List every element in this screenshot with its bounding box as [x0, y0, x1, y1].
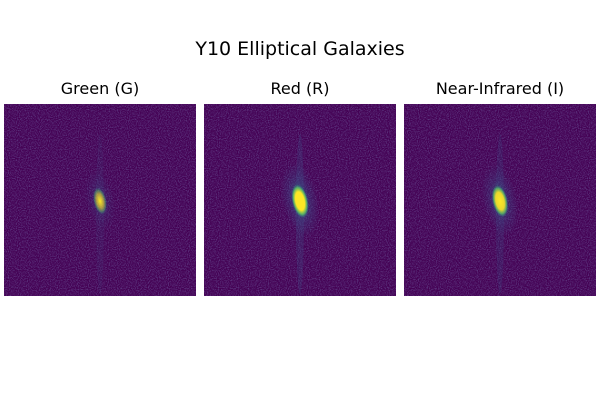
galaxy-svg: [404, 104, 596, 296]
panel-title-green: Green (G): [60, 79, 140, 98]
galaxy-core: [291, 184, 309, 218]
galaxy-svg: [204, 104, 396, 296]
galaxy-core: [93, 187, 107, 215]
galaxy-svg: [4, 104, 196, 296]
panel-title-near-infrared: Near-Infrared (I): [435, 79, 565, 98]
galaxy-image-near-infrared: [404, 104, 596, 296]
panel-title-red: Red (R): [270, 79, 330, 98]
galaxy-core: [491, 185, 509, 217]
figure-title: Y10 Elliptical Galaxies: [195, 38, 405, 60]
galaxy-image-red: [204, 104, 396, 296]
galaxy-image-green: [4, 104, 196, 296]
